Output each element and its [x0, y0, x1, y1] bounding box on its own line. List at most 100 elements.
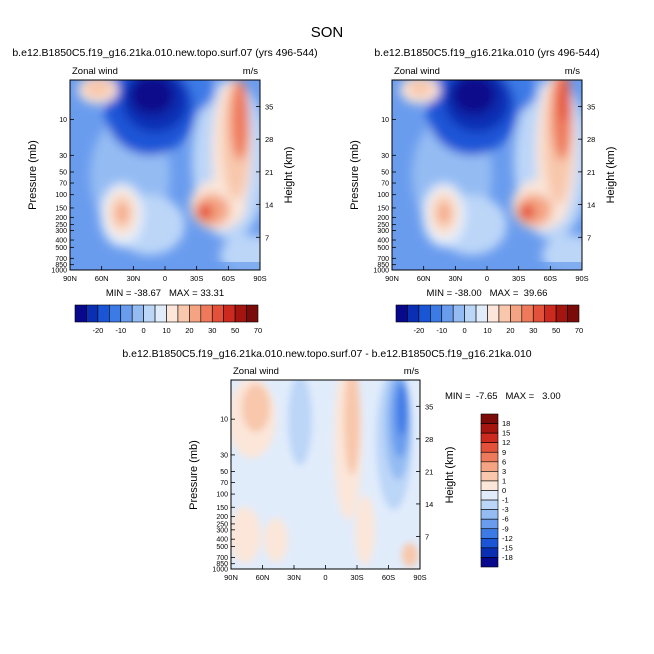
colorbar-label: 50 — [231, 326, 239, 335]
pressure-tick-label: 400 — [377, 238, 389, 245]
colorbar-swatch — [395, 304, 408, 323]
height-tick-label: 7 — [425, 532, 429, 541]
pressure-tick-label: 300 — [377, 228, 389, 235]
colorbar-swatch — [480, 547, 499, 558]
pressure-tick-label: 30 — [220, 452, 228, 459]
panel-2-colorbar: -20 -10 0 10 20 30 50 70 — [395, 304, 583, 335]
pressure-tick-label: 50 — [220, 469, 228, 476]
colorbar-swatch — [480, 432, 499, 443]
pressure-tick-label: 400 — [216, 537, 228, 544]
panel-1-left-label: Zonal wind — [72, 66, 118, 77]
height-tick-label: 28 — [425, 435, 433, 444]
pressure-tick-label: 200 — [55, 215, 67, 222]
pressure-tick-label: 150 — [55, 205, 67, 212]
panel-3-axes: 1030507010015020025030040050070085010003… — [212, 402, 433, 582]
colorbar-label: 0 — [463, 326, 467, 335]
pressure-tick-label: 400 — [55, 238, 67, 245]
colorbar-label: 1 — [502, 476, 506, 485]
colorbar-swatch — [544, 304, 557, 323]
colorbar-swatch — [480, 461, 499, 472]
latitude-tick-label: 0 — [163, 274, 167, 283]
pressure-tick-label: 70 — [220, 480, 228, 487]
colorbar-label: 0 — [502, 486, 506, 495]
colorbar-label: 10 — [483, 326, 491, 335]
panel-2-stats: MIN = -38.00 MAX = 39.66 — [427, 288, 548, 299]
latitude-tick-label: 30S — [190, 274, 203, 283]
panel-2-title: b.e12.B1850C5.f19_g16.21ka.010 (yrs 496-… — [374, 47, 599, 59]
latitude-tick-label: 60S — [544, 274, 557, 283]
colorbar-swatch — [510, 304, 523, 323]
pressure-tick-label: 1000 — [212, 567, 228, 574]
panel-1-title: b.e12.B1850C5.f19_g16.21ka.010.new.topo.… — [12, 47, 317, 59]
latitude-tick-label: 90N — [63, 274, 77, 283]
colorbar-swatch — [480, 518, 499, 530]
colorbar-label: 6 — [502, 457, 506, 466]
latitude-tick-label: 0 — [485, 274, 489, 283]
colorbar-label: -20 — [92, 326, 103, 335]
height-tick-label: 14 — [425, 500, 433, 509]
panel-1-stats: MIN = -38.67 MAX = 33.31 — [106, 288, 224, 299]
colorbar-swatch — [131, 304, 144, 323]
colorbar-swatch — [480, 509, 499, 520]
latitude-tick-label: 30N — [448, 274, 462, 283]
colorbar-label: -12 — [502, 534, 513, 543]
colorbar-swatch — [200, 304, 213, 323]
pressure-tick-label: 700 — [55, 256, 67, 263]
pressure-tick-label: 200 — [216, 514, 228, 521]
panel-1-y2label: Height (km) — [283, 147, 295, 204]
colorbar-label: 9 — [502, 448, 506, 457]
colorbar-swatch — [567, 304, 580, 323]
colorbar-swatch — [86, 304, 99, 323]
panel-1-field — [70, 80, 260, 270]
colorbar-label: -18 — [502, 553, 513, 562]
colorbar-label: 70 — [575, 326, 583, 335]
panel-2-field — [392, 80, 582, 270]
pressure-tick-label: 100 — [377, 192, 389, 199]
pressure-tick-label: 200 — [377, 215, 389, 222]
colorbar-swatch — [223, 304, 236, 323]
pressure-tick-label: 150 — [377, 205, 389, 212]
colorbar-label: 15 — [502, 429, 510, 438]
colorbar-swatch — [177, 304, 190, 323]
colorbar-label: -3 — [502, 505, 509, 514]
colorbar-label: 18 — [502, 419, 510, 428]
colorbar-swatch — [452, 304, 465, 323]
pressure-tick-label: 250 — [377, 222, 389, 229]
pressure-tick-label: 300 — [55, 228, 67, 235]
panel-3-y2label: Height (km) — [444, 447, 456, 504]
colorbar-swatch — [555, 304, 568, 323]
colorbar-swatch — [109, 304, 122, 323]
pressure-tick-label: 50 — [59, 170, 67, 177]
latitude-tick-label: 60S — [222, 274, 235, 283]
colorbar-swatch — [430, 304, 443, 323]
panel-1-right-label: m/s — [243, 66, 259, 77]
height-tick-label: 21 — [425, 467, 433, 476]
colorbar-label: -9 — [502, 524, 509, 533]
panel-2-y2label: Height (km) — [605, 147, 617, 204]
panel-1: b.e12.B1850C5.f19_g16.21ka.010.new.topo.… — [12, 47, 317, 335]
pressure-tick-label: 10 — [59, 117, 67, 124]
colorbar-swatch — [480, 538, 499, 549]
latitude-tick-label: 90N — [385, 274, 399, 283]
colorbar-swatch — [498, 304, 511, 323]
colorbar-label: 70 — [254, 326, 262, 335]
latitude-tick-label: 60N — [95, 274, 109, 283]
pressure-tick-label: 850 — [216, 561, 228, 568]
pressure-tick-label: 1000 — [51, 268, 67, 275]
colorbar-swatch — [480, 423, 499, 434]
pressure-tick-label: 700 — [377, 256, 389, 263]
height-tick-label: 21 — [265, 168, 273, 177]
pressure-tick-label: 10 — [220, 417, 228, 424]
pressure-tick-label: 250 — [55, 222, 67, 229]
pressure-tick-label: 30 — [381, 153, 389, 160]
colorbar-swatch — [480, 471, 499, 482]
latitude-tick-label: 90N — [224, 573, 238, 582]
pressure-tick-label: 150 — [216, 505, 228, 512]
height-tick-label: 7 — [265, 233, 269, 242]
pressure-tick-label: 70 — [381, 181, 389, 188]
colorbar-swatch — [487, 304, 500, 323]
panel-3: b.e12.B1850C5.f19_g16.21ka.010.new.topo.… — [122, 348, 560, 582]
colorbar-swatch — [532, 304, 545, 323]
